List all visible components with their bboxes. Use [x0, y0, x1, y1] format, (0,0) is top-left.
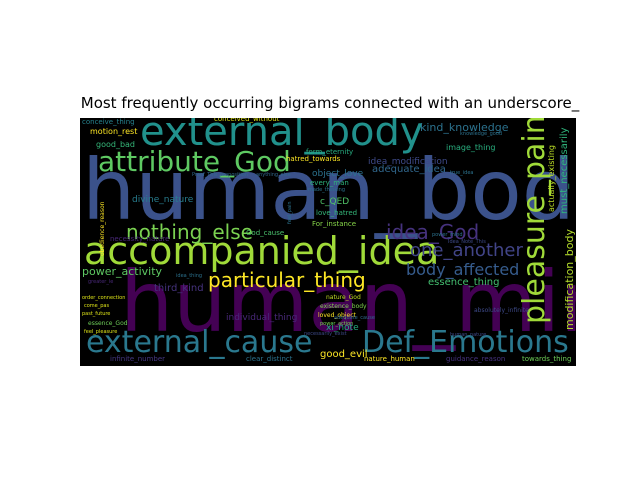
word-accompanied-idea: accompanied_idea — [84, 229, 440, 273]
word-idea-note-this: Idea_Note_This — [448, 239, 486, 245]
word-object-love: object_love — [312, 169, 364, 179]
word-idea-modification: idea_modification — [368, 157, 448, 167]
word-c-qed: c_QED — [320, 197, 350, 207]
word-power-mind: power_mind — [432, 232, 463, 238]
word-motion-rest: motion_rest — [90, 127, 138, 136]
word-knowledge-good: knowledge_good — [460, 131, 503, 137]
word-hatred-towards: hatred_towards — [286, 155, 341, 163]
word-cloud: human_body human_mind external_bodyaccompa… — [80, 118, 576, 366]
word-modification-body: modification_body — [563, 229, 576, 330]
word-pleasure-pain: pleasure_pain — [517, 118, 552, 324]
word-proof-this-proposition: Proof_This_proposition — [192, 172, 248, 178]
word-good-evil: good_evil — [320, 349, 368, 360]
word-kind-knowledge: kind_knowledge — [420, 121, 509, 134]
word-must-necessarily: must_necessarily — [559, 127, 570, 214]
word-human-body: human_body — [82, 141, 576, 239]
word-actually-existing: actually_existing — [547, 144, 556, 212]
word-guidance-reason: guidance_reason — [446, 355, 506, 363]
chart-title: Most frequently occurring bigrams connec… — [80, 94, 580, 112]
word-idea-thing: idea_thing — [176, 273, 203, 279]
word-infinite-number: infinite_number — [110, 355, 166, 363]
word-necessarily-exist: necessarily_exist — [304, 331, 347, 337]
word-one-another: one_another — [410, 240, 523, 261]
word-nature-god: nature_God — [326, 294, 361, 301]
word-conceived-without: conceived_without — [214, 118, 280, 123]
word-true-idea: true_idea — [450, 170, 474, 176]
word-greater-le: greater_le — [88, 279, 114, 285]
word-feel-pleasure: feel_pleasure — [84, 329, 118, 335]
word-conceive-thing: conceive_thing — [82, 118, 135, 126]
word-made-thinking: made_thinking — [308, 187, 345, 193]
word-for-instance: For_instance — [312, 220, 357, 228]
word-towards-thing: towards_thing — [522, 355, 572, 363]
word-existence-body: existence_body — [320, 303, 367, 310]
word-order-connection: order_connection — [82, 295, 126, 301]
word-god-cause: God_cause — [246, 229, 285, 237]
word-nothing-else: nothing_else — [126, 220, 253, 244]
word-attribute-god: attribute_God — [98, 145, 291, 178]
word-necessity-nature: necessity_nature — [110, 235, 170, 243]
word-external-body: external_body — [140, 118, 424, 155]
word-particular-thing: particular_thing — [208, 268, 366, 292]
word-loved-object: loved_object — [318, 312, 356, 319]
word-feel-pain: feel_pain — [287, 201, 293, 224]
word-essence-thing: essence_thing — [428, 277, 500, 288]
word-image-thing: image_thing — [446, 143, 496, 152]
word-divine-nature: divine_nature — [132, 195, 194, 205]
word-every-man: every_man — [310, 179, 349, 187]
word-individual-thing: individual_thing — [226, 313, 298, 323]
word-love-hatred: love_hatred — [316, 209, 358, 217]
word-body-affected: body_affected — [406, 260, 520, 279]
word-human-nature: human_nature — [450, 332, 487, 338]
word-essence-god: essence_God — [88, 320, 128, 327]
word-adequate-idea: adequate_idea — [372, 164, 446, 175]
word-absolutely-infinite: absolutely_infinite — [474, 307, 529, 314]
word-adequate-cause: adequate_cause — [334, 315, 375, 321]
word-power-action: power_action — [320, 321, 354, 327]
word-clear-distinct: clear_distinct — [246, 355, 293, 363]
word-external-cause: external_cause — [86, 325, 313, 360]
word-xi-note: xi_note — [326, 323, 359, 333]
word-idea-god: idea_God — [386, 220, 480, 244]
word-anything-else: anything_else — [256, 172, 291, 178]
word-obedience-reason: obedience_reason — [99, 201, 106, 256]
word-come-pas: come_pas — [84, 303, 110, 309]
word-power-activity: power_activity — [82, 265, 163, 278]
word-nature-human: nature_human — [364, 355, 415, 363]
word-good-bad: good_bad — [96, 140, 136, 149]
word-def-emotions: Def_Emotions — [362, 325, 569, 360]
word-past-future: past_future — [82, 311, 111, 317]
word-human-mind: human_mind — [120, 253, 576, 351]
word-third-kind: third_kind — [154, 283, 204, 294]
word-form-eternity: form_eternity — [306, 148, 354, 156]
